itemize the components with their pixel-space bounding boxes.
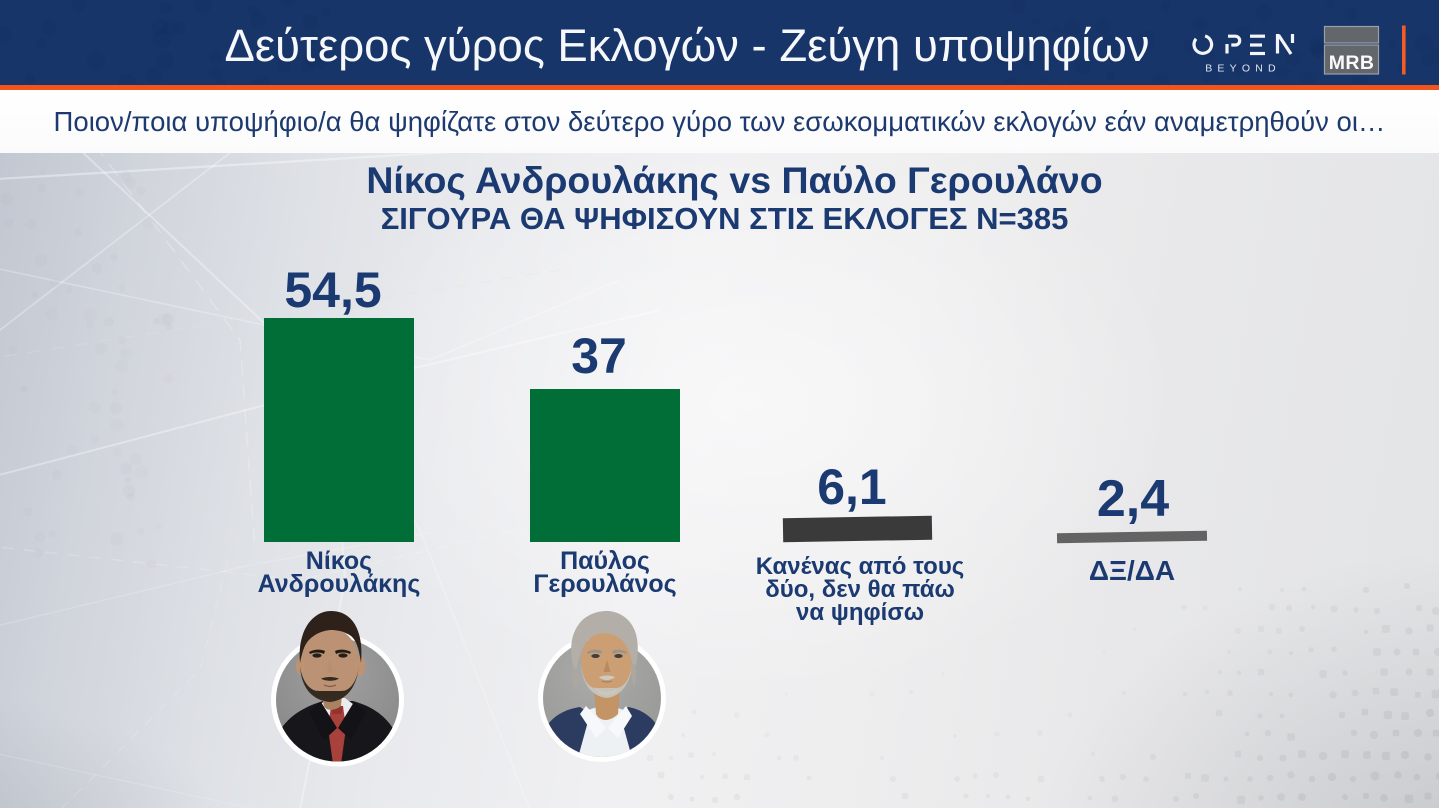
svg-text:MRB: MRB [1329,52,1375,74]
svg-text:BEYOND: BEYOND [1205,63,1281,75]
